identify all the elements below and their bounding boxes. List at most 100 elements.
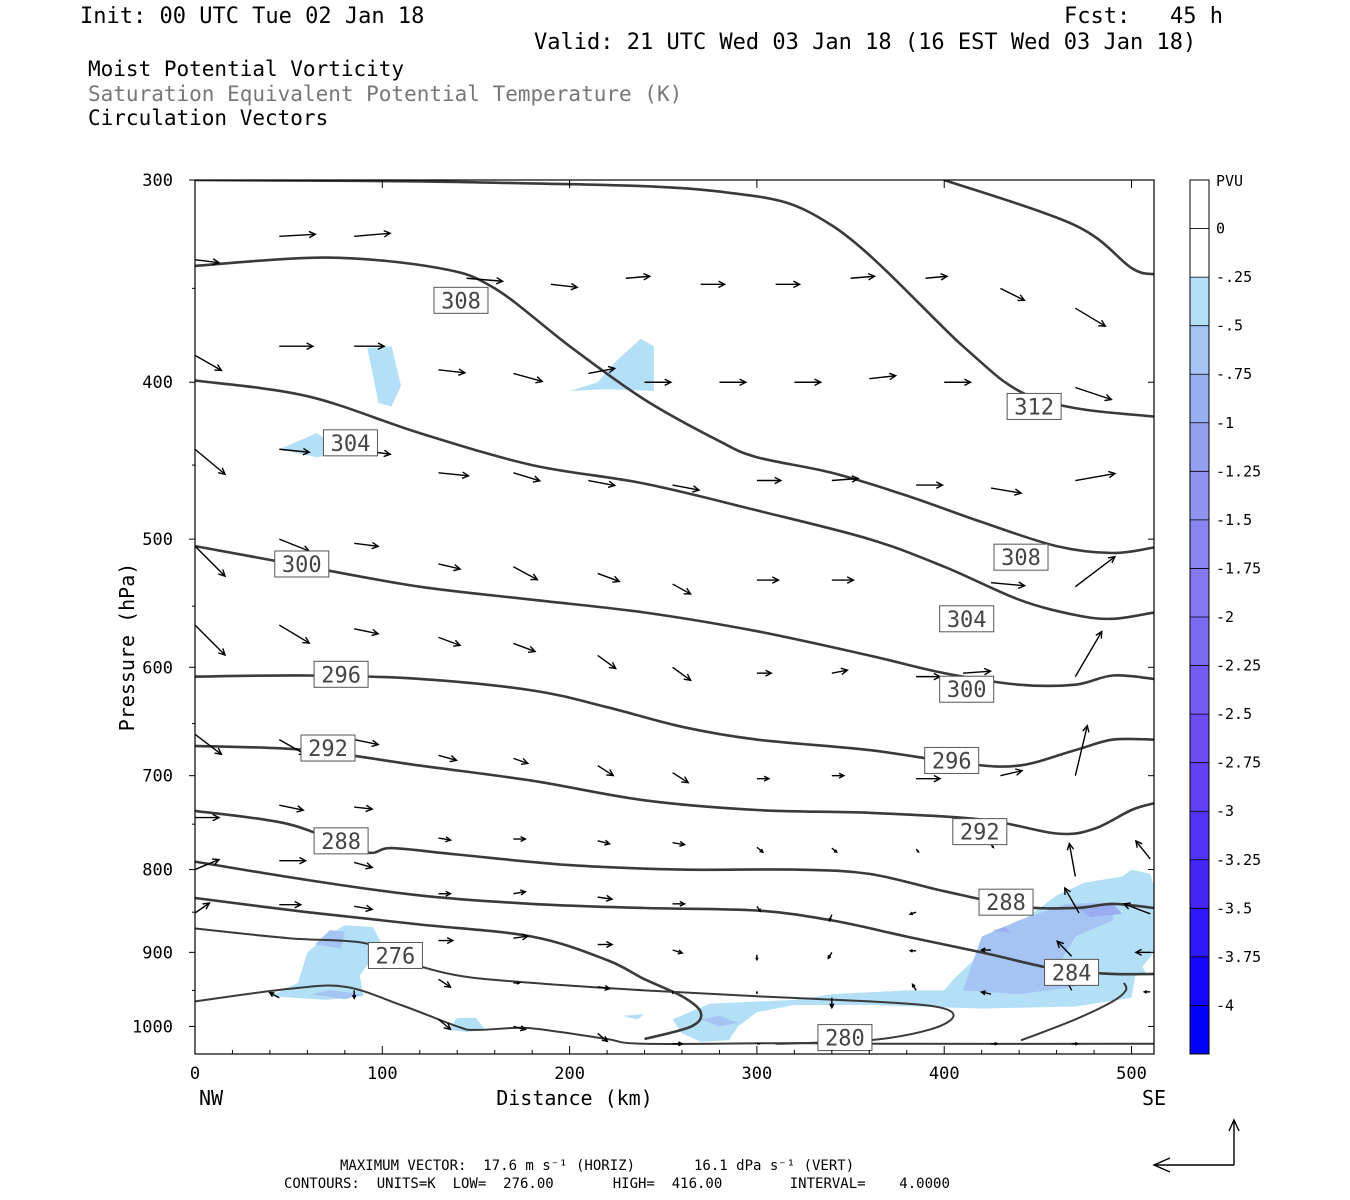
- colorbar-swatch: [1190, 714, 1209, 764]
- circulation-vector: [513, 757, 530, 766]
- theta-contour: [195, 927, 955, 1045]
- circulation-vector: [831, 667, 849, 675]
- circulation-vector: [756, 775, 771, 782]
- colorbar-swatch: [1190, 665, 1209, 715]
- pv-region: [447, 1017, 486, 1032]
- contour-label: 296: [313, 660, 369, 688]
- circulation-vector: [979, 947, 992, 953]
- circulation-vector: [672, 1041, 684, 1047]
- circulation-vector: [1071, 1041, 1080, 1046]
- circulation-vector: [597, 984, 612, 991]
- svg-text:288: 288: [321, 830, 361, 855]
- circulation-vector: [195, 354, 223, 372]
- circulation-vector: [438, 563, 462, 572]
- pv-region: [992, 926, 1012, 933]
- circulation-vector: [916, 774, 942, 783]
- x-end-label-se: SE: [1142, 1086, 1166, 1110]
- y-tick-label: 900: [142, 943, 173, 963]
- pv-region: [367, 346, 401, 407]
- circulation-vector: [979, 990, 992, 996]
- pv-region: [672, 869, 1154, 1042]
- circulation-vector: [962, 667, 993, 676]
- circulation-vector: [597, 839, 612, 846]
- circulation-vector: [354, 628, 380, 637]
- circulation-vector: [775, 280, 802, 289]
- contour-label: 292: [952, 818, 1008, 846]
- colorbar-swatch: [1190, 180, 1209, 230]
- circulation-vector: [279, 230, 317, 239]
- circulation-vector: [279, 538, 311, 553]
- y-tick-label: 800: [142, 861, 173, 881]
- circulation-vector: [597, 764, 615, 777]
- circulation-vector: [597, 940, 614, 949]
- circulation-vector: [990, 487, 1023, 496]
- circulation-vector: [831, 847, 838, 854]
- colorbar-level-label: -3.25: [1216, 851, 1261, 869]
- colorbar-level-label: -2: [1216, 608, 1234, 626]
- circulation-vector: [908, 911, 917, 916]
- title-theta: Saturation Equivalent Potential Temperat…: [88, 82, 683, 106]
- colorbar-swatch: [1190, 374, 1209, 424]
- circulation-vector: [1075, 470, 1117, 482]
- circulation-vector: [671, 990, 674, 995]
- svg-text:300: 300: [947, 678, 987, 703]
- circulation-vector: [1056, 940, 1073, 957]
- circulation-vector: [756, 576, 781, 584]
- x-tick-label: 500: [1116, 1064, 1147, 1084]
- circulation-vector: [195, 624, 227, 657]
- circulation-vector: [513, 1025, 527, 1032]
- y-tick-label: 600: [142, 658, 173, 678]
- circulation-vector: [268, 992, 280, 999]
- colorbar-level-label: -1: [1216, 414, 1234, 432]
- circulation-vector: [1074, 630, 1103, 677]
- circulation-vector: [354, 804, 374, 813]
- circulation-vector: [195, 858, 221, 871]
- theta-contour: [943, 180, 1154, 276]
- circulation-vector: [279, 342, 315, 350]
- contour-label: 304: [322, 429, 378, 457]
- circulation-vector: [1142, 989, 1151, 994]
- circulation-vector: [513, 835, 527, 843]
- circulation-vector: [829, 997, 835, 1010]
- colorbar-level-label: -.25: [1216, 268, 1252, 286]
- circulation-vector: [1075, 386, 1113, 402]
- circulation-vector: [513, 642, 537, 653]
- circulation-vector: [354, 738, 380, 748]
- theta-contour: [195, 379, 1154, 621]
- circulation-vector: [944, 378, 973, 387]
- circulation-vector: [672, 666, 692, 682]
- circulation-vector: [827, 951, 833, 960]
- colorbar-swatch: [1190, 277, 1209, 327]
- x-tick-label: 100: [367, 1064, 398, 1084]
- circulation-vector: [279, 856, 308, 865]
- y-tick-label: 300: [142, 171, 173, 191]
- svg-text:304: 304: [947, 608, 987, 633]
- contour-label: 296: [924, 746, 980, 774]
- pv-region: [269, 925, 383, 1000]
- colorbar-title: PVU: [1216, 172, 1243, 190]
- circulation-vector: [1122, 902, 1151, 915]
- contour-label: 288: [978, 888, 1034, 916]
- title-vectors: Circulation Vectors: [88, 106, 329, 130]
- circulation-vector: [831, 576, 855, 584]
- colorbar-swatch: [1190, 617, 1209, 667]
- circulation-vector: [672, 772, 690, 784]
- svg-text:276: 276: [376, 944, 416, 969]
- contour-label: 280: [817, 1024, 873, 1052]
- circulation-vector: [755, 954, 759, 962]
- colorbar-swatch: [1190, 568, 1209, 618]
- init-time: Init: 00 UTC Tue 02 Jan 18: [80, 4, 425, 29]
- colorbar-level-label: -.5: [1216, 317, 1243, 335]
- colorbar-level-label: -1.75: [1216, 559, 1261, 577]
- circulation-vector: [195, 258, 221, 266]
- circulation-vector: [644, 378, 673, 387]
- circulation-vector: [828, 914, 833, 923]
- colorbar-swatch: [1190, 422, 1209, 472]
- circulation-vector: [831, 475, 860, 483]
- circulation-vector: [513, 933, 530, 941]
- circulation-vector: [755, 990, 758, 995]
- circulation-vector: [438, 636, 462, 647]
- colorbar-level-label: -3: [1216, 802, 1234, 820]
- contour-label: 308: [993, 543, 1049, 571]
- svg-text:312: 312: [1014, 395, 1054, 420]
